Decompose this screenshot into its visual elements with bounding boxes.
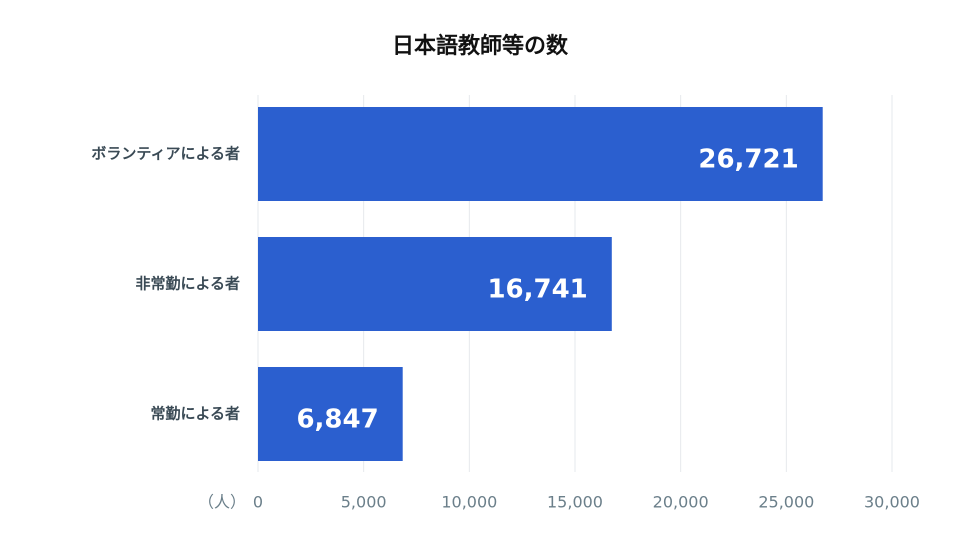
x-tick-label: 20,000	[653, 493, 709, 512]
bar	[258, 367, 403, 461]
chart-title: 日本語教師等の数	[392, 33, 569, 59]
x-tick-label: 15,000	[547, 493, 603, 512]
data-label: 26,721	[698, 145, 798, 175]
x-tick-label: 0	[253, 493, 263, 512]
x-tick-label: 5,000	[341, 493, 387, 512]
bar	[258, 237, 612, 331]
data-label: 6,847	[296, 405, 378, 435]
bar	[258, 107, 823, 201]
y-tick-label: 常勤による者	[150, 405, 240, 423]
x-tick-label: 10,000	[441, 493, 497, 512]
data-label: 16,741	[487, 275, 587, 305]
unit-label: （人）	[198, 493, 246, 512]
y-tick-label: ボランティアによる者	[91, 145, 240, 163]
x-tick-label: 25,000	[758, 493, 814, 512]
y-tick-label: 非常勤による者	[135, 275, 240, 293]
x-tick-label: 30,000	[864, 493, 920, 512]
